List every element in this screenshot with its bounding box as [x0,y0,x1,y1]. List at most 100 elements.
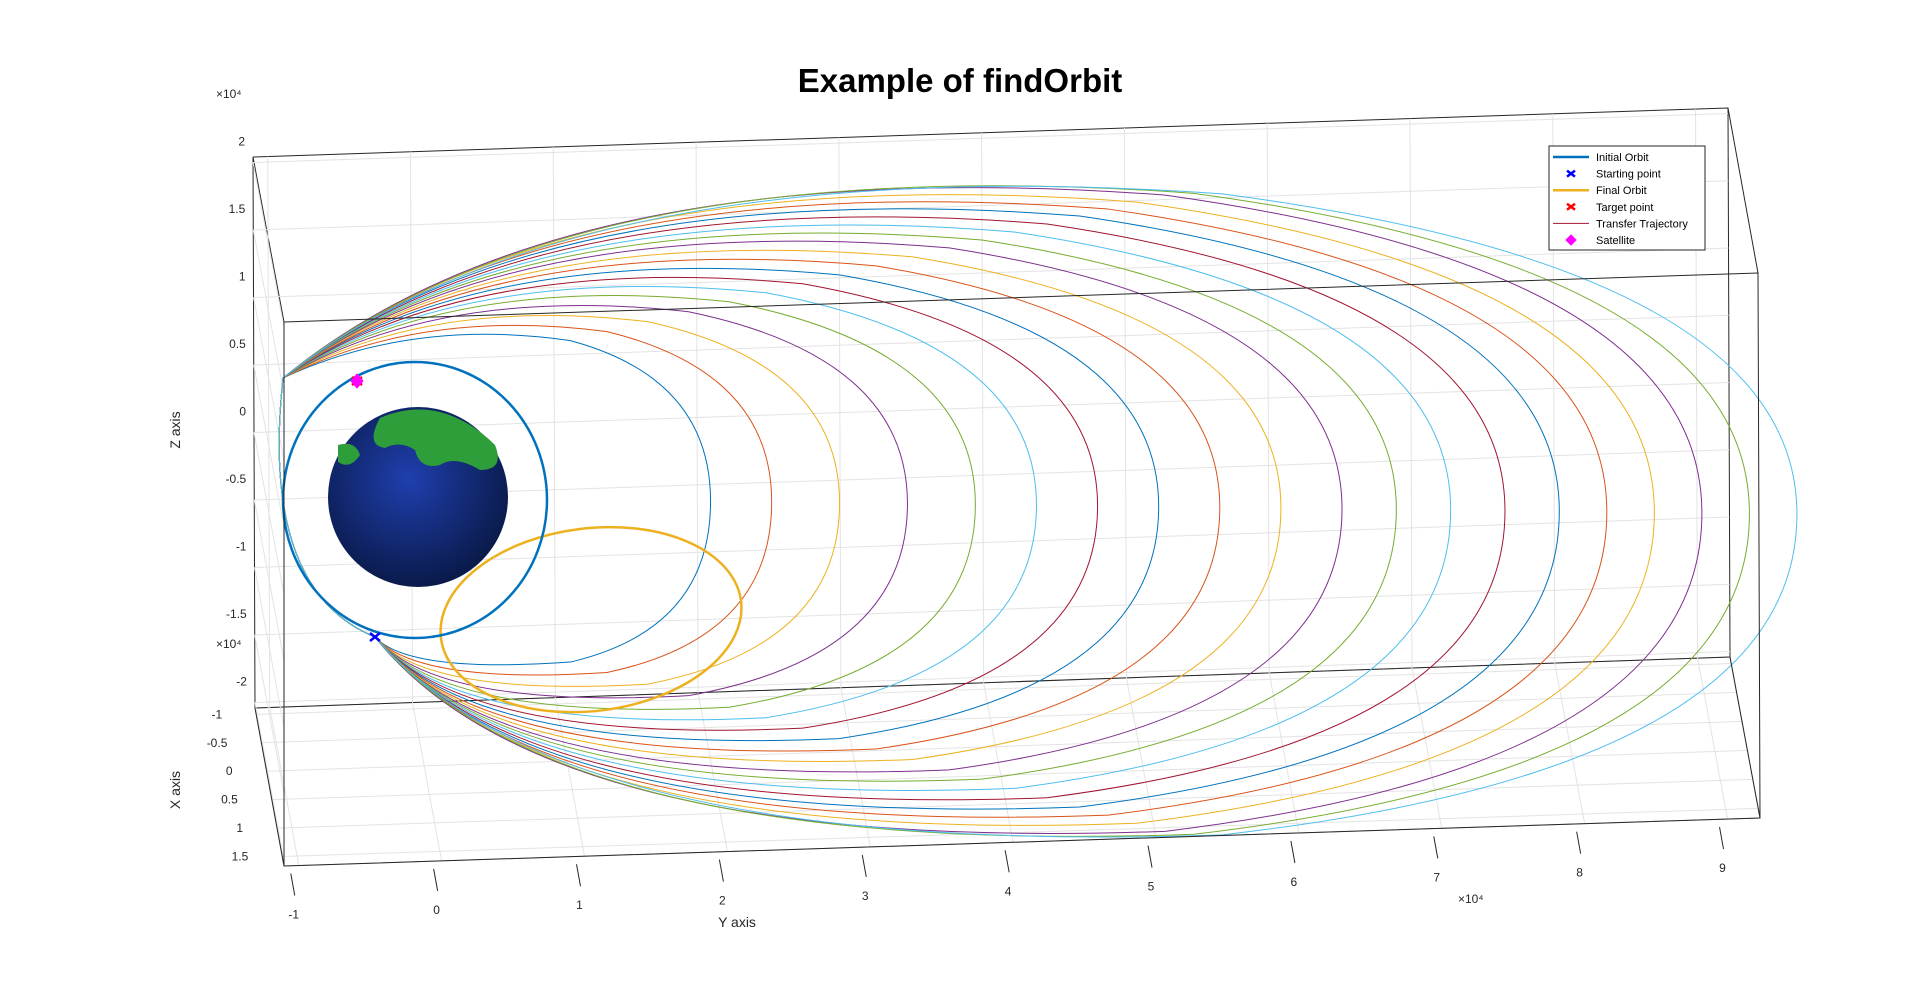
bottom-left-edge [254,707,285,867]
y-tick-mark [1576,831,1582,854]
grid-line-y-floor [840,687,871,848]
grid-line-z [254,651,1730,703]
y-tick-mark [718,859,724,882]
grid-line-z-side [253,567,285,728]
tick-labels: 2 1.5 1 0.5 0 -0.5 -1 -1.5 -2 -1 -0.5 0 0.5 1 1.5 -1 0 1 2… [207,135,1726,922]
legend-label: Final Orbit [1596,185,1647,197]
x-tick-label: 1 [236,821,243,835]
grid-line-y-floor [412,702,443,861]
starting-point-marker [369,632,381,642]
legend-label: Initial Orbit [1596,152,1649,164]
z-tick-label: 0.5 [229,337,246,351]
chart-title: Example of findOrbit [798,62,1123,99]
earth-landmass [373,409,498,470]
y-tick-label: -1 [288,908,299,922]
legend-item: Satellite [1565,234,1635,247]
x-exponent: ×10⁴ [216,637,242,651]
satellite-marker [350,373,364,389]
y-tick-mark [1719,826,1725,850]
x-tick-label: 0.5 [221,793,238,807]
legend-label: Satellite [1596,235,1635,247]
y-axis-label: Y axis [718,914,756,930]
transfer-trajectory [278,185,1798,838]
y-exponent: ×10⁴ [1458,892,1484,906]
z-tick-label: 2 [238,135,245,149]
z-tick-label: -1.5 [226,607,247,621]
y-tick-label: 6 [1291,875,1298,889]
grid-line-y-floor [554,697,586,857]
grid-line-y-floor [1125,677,1157,838]
legend-item: Initial Orbit [1553,152,1649,164]
x-axis-label: X axis [167,771,183,809]
x-tick-label: 1.5 [232,850,249,864]
y-tick-mark [576,864,582,887]
z-exponent: ×10⁴ [216,87,242,101]
y-tick-mark [1147,845,1153,868]
grid-line-z-side [252,162,285,328]
legend-label: Starting point [1596,169,1661,181]
y-tick-mark [1004,850,1010,873]
y-tick-mark [1290,840,1296,864]
initial-orbit [281,360,549,640]
grid-line-y-floor [1697,658,1729,820]
y-tick-mark [861,854,867,878]
grid-line-z-side [252,229,285,395]
axes-front-edges [254,107,1761,867]
y-tick-label: 9 [1719,861,1726,875]
legend-item: Target point [1566,202,1653,214]
y-tick-label: 8 [1576,866,1583,880]
grid-line-y-floor [1268,672,1300,834]
z-tick-label: -2 [236,674,247,688]
grid-line-z-side [254,702,285,861]
final-orbit [439,525,743,714]
transfer-trajectory [278,185,1750,837]
grid-line-z [254,516,1730,568]
grid-line-z [253,314,1729,366]
z-tick-label: 1.5 [229,202,246,216]
x-tick-label: -0.5 [207,736,228,750]
z-tick-label: -1 [236,539,247,553]
legend-label: Target point [1596,202,1653,214]
y-tick-label: 3 [862,889,869,903]
grid-line-z-side [253,364,285,528]
x-tick-label: -1 [211,707,222,721]
top-right-edge [1727,107,1759,274]
earth-globe [328,407,508,587]
point-markers [350,373,381,642]
earth-landmass-small [338,443,360,465]
grid-line-x [282,807,1759,858]
grid-line-z [253,112,1729,164]
bottom-right-edge [1729,656,1761,819]
grid-line-z [253,247,1729,299]
y-tick-label: 7 [1433,870,1440,884]
z-tick-label: -0.5 [226,472,247,486]
y-tick-label: 0 [433,903,440,917]
z-tick-label: 1 [239,270,246,284]
legend-item: Starting point [1566,169,1661,181]
legend-swatch-x [1566,202,1576,211]
grid-line-z [254,583,1730,636]
grid-line-y-floor [1411,667,1443,829]
y-tick-label: 1 [576,898,583,912]
y-tick-label: 4 [1005,884,1012,898]
z-tick-label: 0 [239,405,246,419]
legend-item: Final Orbit [1553,185,1647,197]
grid-line-y-floor [697,692,728,852]
legend-swatch-diamond [1565,234,1577,246]
grid-line-z [253,180,1729,231]
legend-swatch-x [1566,169,1576,178]
grid-line-z-side [254,634,285,795]
y-tick-mark [433,868,439,891]
grid-line-x [277,778,1753,829]
legend-label: Transfer Trajectory [1596,218,1688,230]
z-axis-label: Z axis [167,411,183,448]
x-tick-label: 0 [226,764,233,778]
starting-point-marker-stroke [369,632,381,642]
legend: Initial Orbit Starting point Final Orbit Ta… [1548,145,1706,251]
grid-line-z [253,382,1730,433]
y-tick-label: 5 [1148,880,1155,894]
grid-line-x [256,662,1732,715]
legend-item: Transfer Trajectory [1553,218,1688,230]
y-tick-mark [290,873,296,896]
